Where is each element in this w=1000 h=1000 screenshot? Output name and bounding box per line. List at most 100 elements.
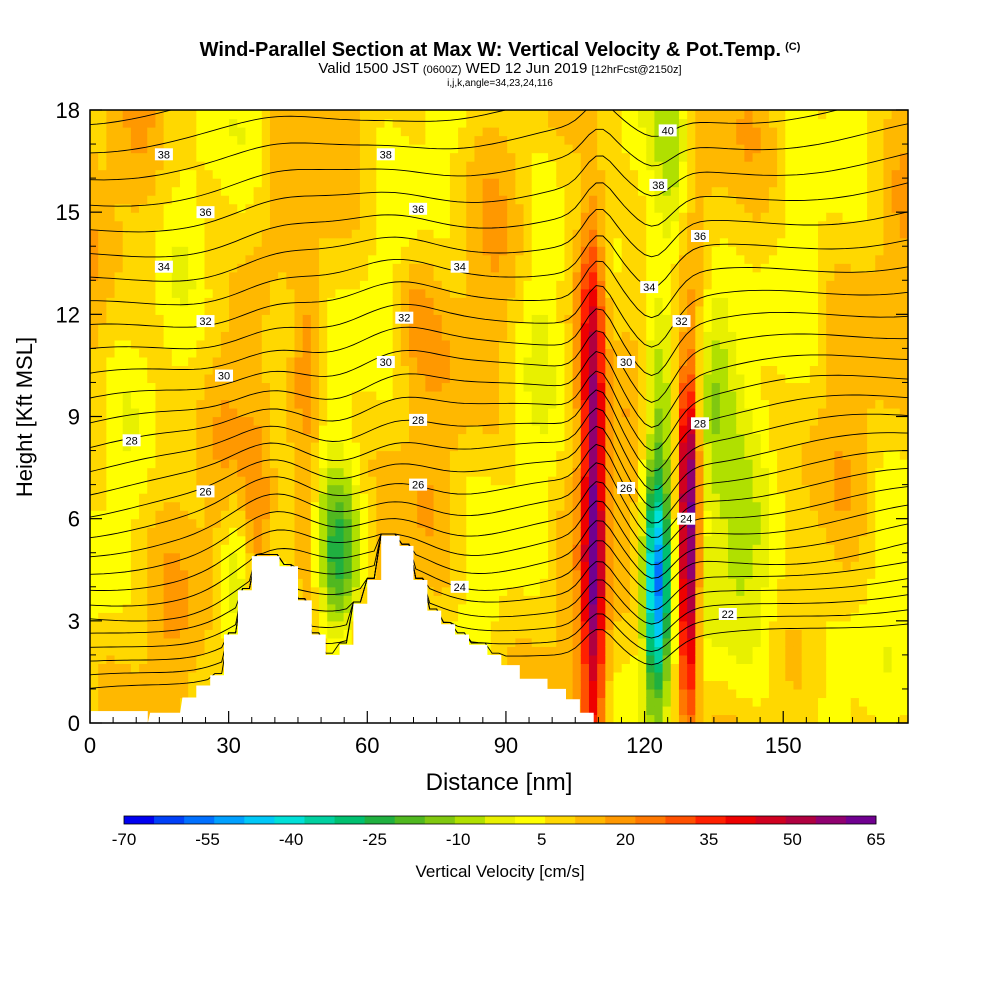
velocity-cell [646, 254, 656, 264]
velocity-cell [269, 314, 279, 324]
velocity-cell [196, 144, 206, 154]
velocity-cell [515, 161, 525, 171]
velocity-cell [597, 705, 606, 716]
velocity-cell [122, 442, 132, 452]
velocity-cell [237, 382, 247, 392]
velocity-cell [474, 450, 484, 460]
velocity-cell [654, 705, 664, 716]
velocity-cell [294, 561, 304, 571]
velocity-cell [376, 365, 386, 375]
velocity-cell [98, 331, 107, 341]
velocity-cell [482, 314, 492, 324]
velocity-cell [359, 305, 369, 315]
velocity-cell [212, 561, 222, 571]
velocity-cell [286, 552, 296, 562]
velocity-cell [269, 467, 279, 477]
velocity-cell [490, 186, 500, 196]
velocity-cell [237, 195, 247, 205]
velocity-cell [654, 671, 664, 682]
velocity-cell [327, 493, 336, 503]
velocity-cell [359, 433, 369, 443]
velocity-cell [343, 586, 353, 596]
velocity-cell [564, 169, 574, 179]
velocity-cell [351, 178, 361, 188]
velocity-cell [302, 297, 312, 307]
velocity-cell [269, 535, 279, 545]
velocity-cell [122, 459, 132, 469]
velocity-cell [523, 169, 533, 179]
velocity-cell [433, 305, 443, 315]
velocity-cell [98, 680, 107, 690]
velocity-cell [98, 697, 107, 707]
velocity-cell [335, 620, 345, 630]
velocity-cell [425, 518, 435, 528]
velocity-cell [359, 561, 369, 571]
velocity-cell [409, 339, 418, 349]
velocity-cell [327, 110, 336, 120]
velocity-cell [474, 459, 484, 469]
velocity-cell [204, 442, 214, 452]
velocity-cell [507, 144, 516, 154]
velocity-cell [368, 450, 377, 460]
velocity-cell [139, 229, 148, 239]
velocity-cell [548, 390, 557, 401]
velocity-cell [474, 501, 484, 511]
velocity-cell [539, 195, 549, 205]
velocity-cell [310, 450, 320, 460]
velocity-cell [106, 203, 116, 213]
velocity-cell [376, 425, 386, 435]
velocity-cell [114, 561, 124, 571]
velocity-cell [343, 382, 353, 392]
velocity-cell [507, 484, 516, 494]
velocity-cell [147, 305, 157, 315]
velocity-cell [319, 586, 328, 596]
velocity-cell [98, 212, 107, 222]
velocity-cell [98, 671, 107, 682]
velocity-cell [646, 271, 656, 281]
velocity-cell [531, 280, 541, 290]
velocity-cell [359, 476, 369, 486]
velocity-cell [458, 390, 467, 401]
velocity-cell [179, 161, 189, 171]
velocity-cell [319, 407, 328, 418]
velocity-cell [588, 356, 598, 367]
velocity-cell [392, 237, 402, 247]
velocity-cell [441, 152, 451, 162]
velocity-cell [474, 339, 484, 349]
velocity-cell [458, 365, 467, 375]
velocity-cell [229, 586, 238, 596]
velocity-cell [629, 612, 639, 622]
velocity-cell [261, 118, 271, 128]
velocity-cell [253, 161, 263, 171]
velocity-cell [114, 186, 124, 196]
velocity-cell [343, 220, 353, 230]
velocity-cell [441, 527, 451, 537]
velocity-cell [556, 501, 566, 511]
velocity-cell [196, 178, 206, 188]
velocity-cell [106, 442, 116, 452]
velocity-cell [433, 220, 443, 230]
velocity-cell [638, 339, 647, 349]
velocity-cell [548, 254, 557, 264]
velocity-cell [163, 229, 173, 239]
velocity-cell [212, 663, 222, 673]
velocity-cell [638, 314, 647, 324]
velocity-cell [638, 246, 647, 256]
velocity-cell [163, 544, 173, 554]
velocity-cell [245, 288, 255, 298]
velocity-cell [646, 688, 656, 699]
velocity-cell [335, 144, 345, 154]
velocity-cell [310, 246, 320, 256]
velocity-cell [261, 501, 271, 511]
velocity-cell [474, 305, 484, 315]
velocity-cell [343, 237, 353, 247]
velocity-cell [646, 535, 656, 545]
velocity-cell [458, 288, 467, 298]
velocity-cell [564, 535, 574, 545]
velocity-cell [196, 561, 206, 571]
velocity-cell [98, 484, 107, 494]
velocity-cell [580, 220, 590, 230]
velocity-cell [417, 186, 426, 196]
velocity-cell [588, 416, 598, 426]
velocity-cell [564, 629, 574, 639]
